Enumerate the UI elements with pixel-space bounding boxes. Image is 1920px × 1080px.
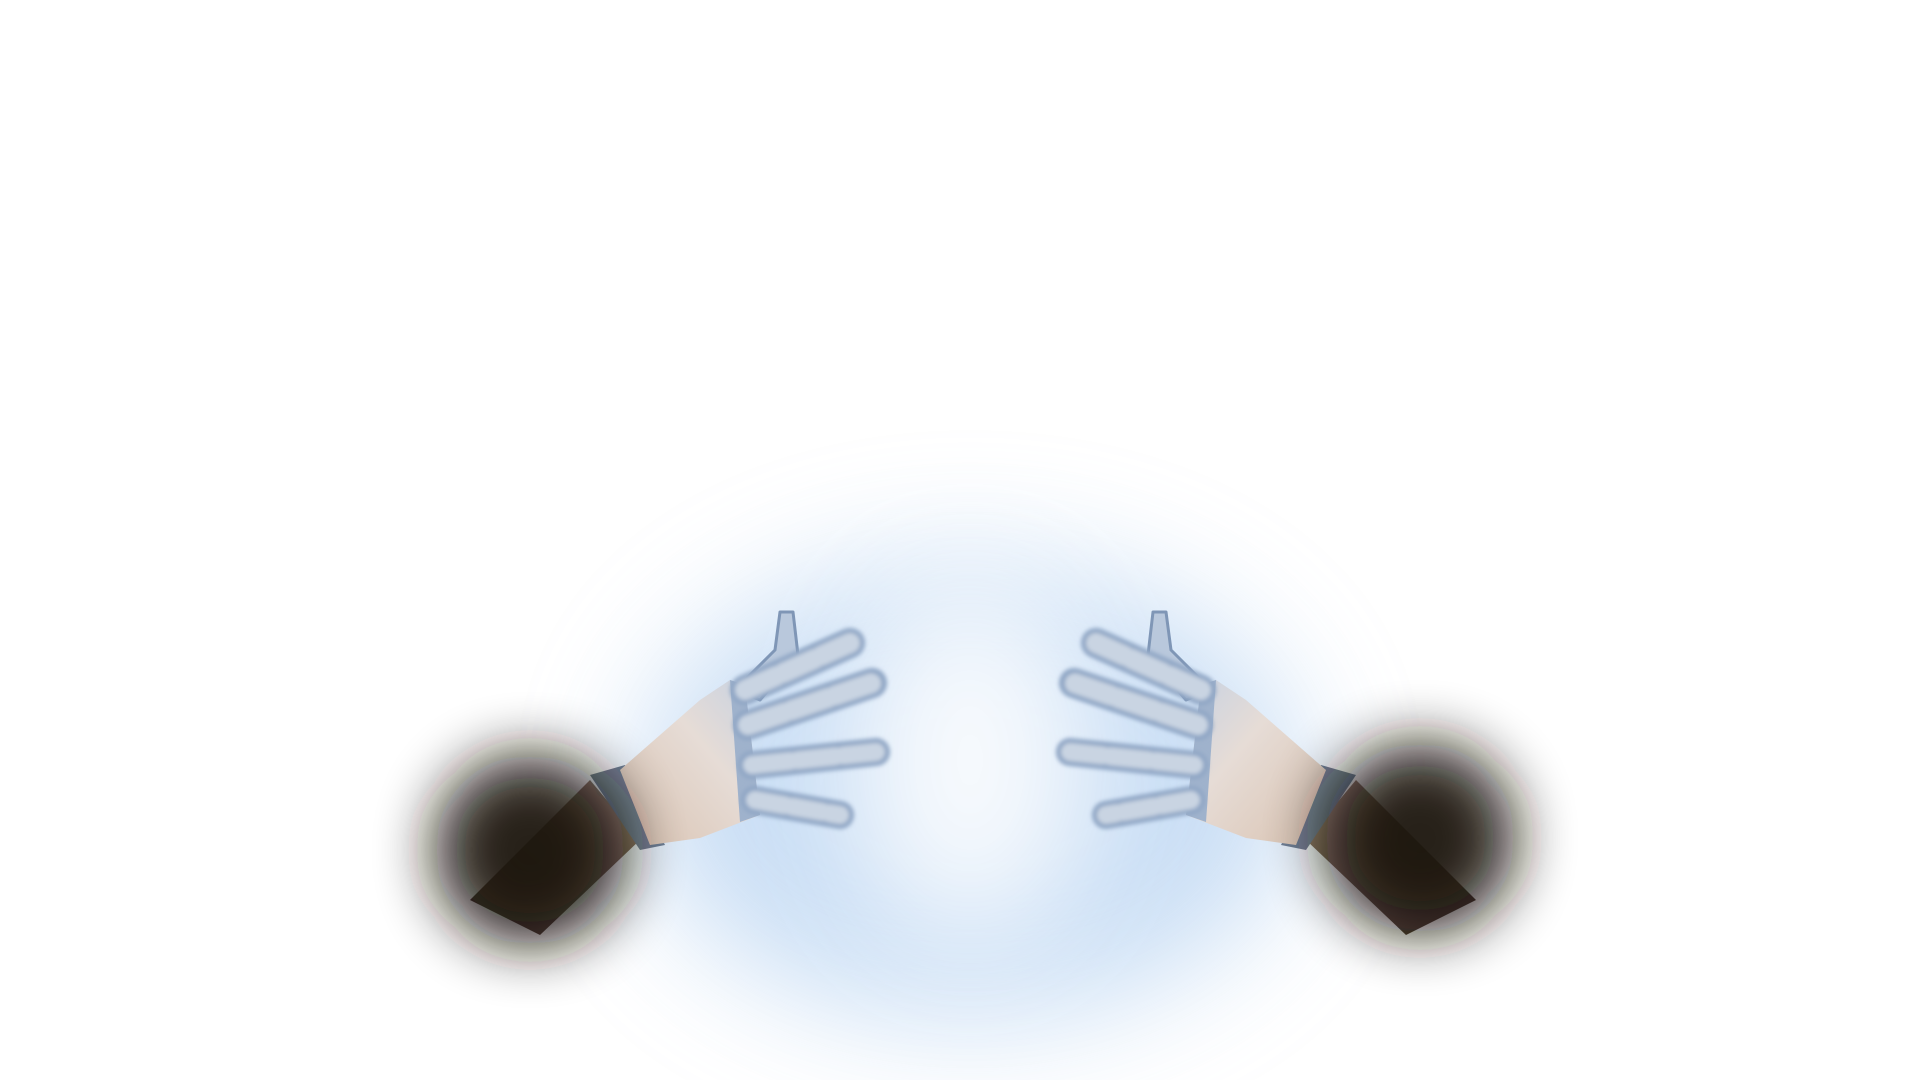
- center-haze: [850, 580, 1090, 940]
- right-wrist-shadow: [1325, 743, 1515, 933]
- left-wrist-shadow: [435, 755, 625, 945]
